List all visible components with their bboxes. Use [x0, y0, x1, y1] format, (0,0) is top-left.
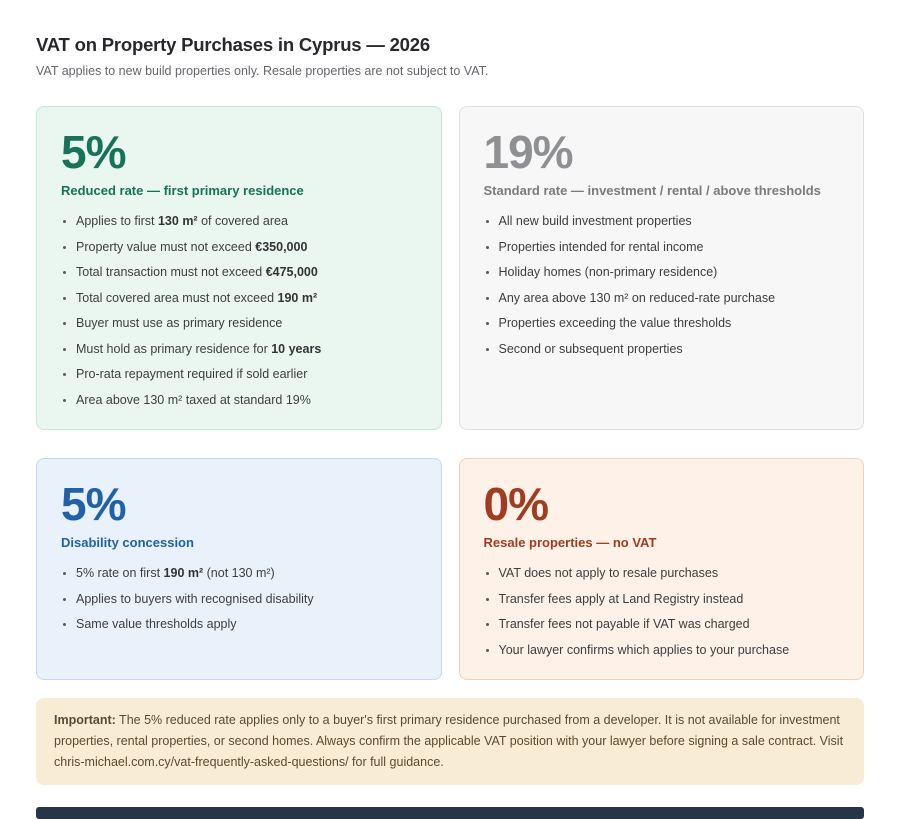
bullet-item: VAT does not apply to resale purchases [499, 566, 840, 581]
bullet-item: Applies to first 130 m² of covered area [76, 214, 417, 229]
bullet-list: VAT does not apply to resale purchases Tr… [484, 566, 840, 657]
bullet-item: Property value must not exceed €350,000 [76, 240, 417, 255]
rate-value: 0% [483, 478, 549, 530]
card-standard-rate: 19% Standard rate — investment / rental … [458, 106, 864, 430]
card-resale-no-vat: 0% Resale properties — no VAT VAT does n… [458, 458, 864, 680]
bullet-item: Holiday homes (non-primary residence) [499, 265, 840, 280]
footer-accent-bar [36, 807, 864, 819]
page-subtitle: VAT applies to new build properties only… [36, 64, 489, 78]
important-note: Important: The 5% reduced rate applies o… [36, 698, 864, 785]
bullet-item: Your lawyer confirms which applies to yo… [499, 643, 840, 658]
bullet-item: Applies to buyers with recognised disabi… [76, 592, 417, 607]
bullet-item: 5% rate on first 190 m² (not 130 m²) [76, 566, 417, 581]
bullet-list: All new build investment properties Prope… [484, 214, 840, 356]
note-label: Important: [54, 713, 116, 727]
rate-value: 5% [61, 126, 126, 178]
bullet-item: Properties intended for rental income [499, 240, 840, 255]
rate-value: 5% [61, 478, 126, 530]
bullet-item: Area above 130 m² taxed at standard 19% [76, 393, 417, 408]
bullet-item: Must hold as primary residence for 10 ye… [76, 342, 417, 357]
rate-value: 19% [483, 126, 574, 178]
card-heading: Standard rate — investment / rental / ab… [483, 183, 821, 198]
note-text: The 5% reduced rate applies only to a bu… [54, 713, 844, 769]
bullet-item: Transfer fees not payable if VAT was cha… [499, 617, 840, 632]
bullet-item: Second or subsequent properties [499, 342, 840, 357]
bullet-item: Transfer fees apply at Land Registry ins… [499, 592, 840, 607]
bullet-item: Any area above 130 m² on reduced-rate pu… [499, 291, 840, 306]
card-heading: Reduced rate — first primary residence [61, 183, 304, 198]
bullet-item: Same value thresholds apply [76, 617, 417, 632]
bullet-item: Buyer must use as primary residence [76, 316, 417, 331]
bullet-item: All new build investment properties [499, 214, 840, 229]
bullet-list: 5% rate on first 190 m² (not 130 m²) Appl… [61, 566, 417, 632]
card-disability-concession: 5% Disability concession 5% rate on firs… [36, 458, 442, 680]
bullet-list: Applies to first 130 m² of covered area P… [61, 214, 417, 407]
card-heading: Resale properties — no VAT [483, 535, 657, 550]
card-heading: Disability concession [61, 535, 194, 550]
card-reduced-rate: 5% Reduced rate — first primary residenc… [36, 106, 442, 430]
bullet-item: Total covered area must not exceed 190 m… [76, 291, 417, 306]
rate-cards-grid: 5% Reduced rate — first primary residenc… [36, 106, 864, 680]
bullet-item: Pro-rata repayment required if sold earl… [76, 367, 417, 382]
bullet-item: Total transaction must not exceed €475,0… [76, 265, 417, 280]
bullet-item: Properties exceeding the value threshold… [499, 316, 840, 331]
page-title: VAT on Property Purchases in Cyprus — 20… [36, 34, 430, 55]
